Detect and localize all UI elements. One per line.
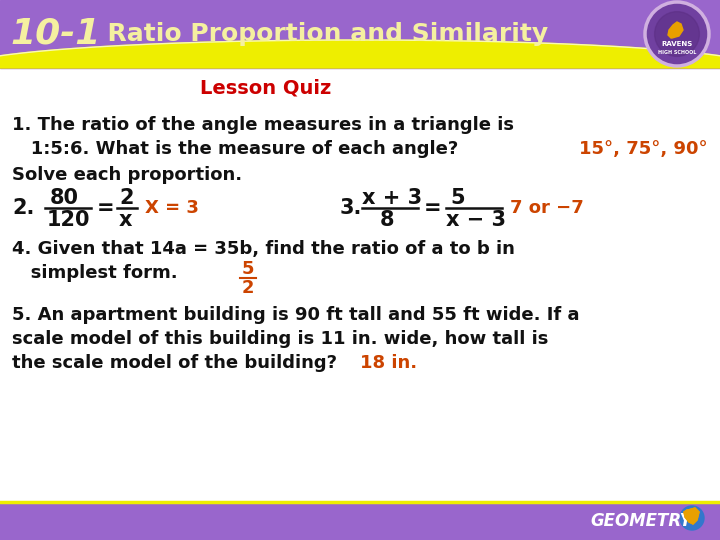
Text: =: = — [424, 198, 441, 218]
Text: HIGH SCHOOL: HIGH SCHOOL — [658, 50, 696, 55]
Text: 10-1: 10-1 — [10, 17, 100, 51]
Text: 2.: 2. — [12, 198, 35, 218]
Circle shape — [654, 11, 699, 56]
Text: 1:5:6. What is the measure of each angle?: 1:5:6. What is the measure of each angle… — [12, 140, 458, 158]
Text: 5: 5 — [450, 188, 464, 208]
Text: =: = — [97, 198, 114, 218]
Text: 7 or −7: 7 or −7 — [510, 199, 584, 217]
Text: x + 3: x + 3 — [362, 188, 422, 208]
Text: 4. Given that 14a = 35b, find the ratio of a to b in: 4. Given that 14a = 35b, find the ratio … — [12, 240, 515, 258]
Text: GEOMETRY: GEOMETRY — [590, 512, 692, 530]
Text: Lesson Quiz: Lesson Quiz — [200, 78, 331, 98]
Text: RAVENS: RAVENS — [662, 41, 693, 47]
Text: X = 3: X = 3 — [145, 199, 199, 217]
Text: 5: 5 — [242, 260, 254, 278]
Text: the scale model of the building?: the scale model of the building? — [12, 354, 337, 372]
Text: scale model of this building is 11 in. wide, how tall is: scale model of this building is 11 in. w… — [12, 330, 549, 348]
Bar — [0, 0, 720, 68]
Text: 1. The ratio of the angle measures in a triangle is: 1. The ratio of the angle measures in a … — [12, 116, 514, 134]
Polygon shape — [684, 508, 699, 524]
Text: 18 in.: 18 in. — [360, 354, 417, 372]
Text: x: x — [119, 210, 132, 230]
Text: Solve each proportion.: Solve each proportion. — [12, 166, 242, 184]
Circle shape — [680, 506, 704, 530]
Text: 2: 2 — [119, 188, 133, 208]
Text: x − 3: x − 3 — [446, 210, 506, 230]
Bar — [0, 502, 720, 540]
Polygon shape — [684, 508, 699, 524]
Text: Ratio Proportion and Similarity: Ratio Proportion and Similarity — [90, 22, 548, 46]
Circle shape — [645, 2, 709, 66]
Text: 5. An apartment building is 90 ft tall and 55 ft wide. If a: 5. An apartment building is 90 ft tall a… — [12, 306, 580, 324]
Text: 8: 8 — [380, 210, 395, 230]
Text: 80: 80 — [50, 188, 79, 208]
Text: 2: 2 — [242, 279, 254, 297]
Text: 15°, 75°, 90°: 15°, 75°, 90° — [580, 140, 708, 158]
Polygon shape — [668, 22, 683, 38]
Text: 3.: 3. — [340, 198, 362, 218]
Text: 120: 120 — [47, 210, 91, 230]
Text: simplest form.: simplest form. — [12, 264, 178, 282]
